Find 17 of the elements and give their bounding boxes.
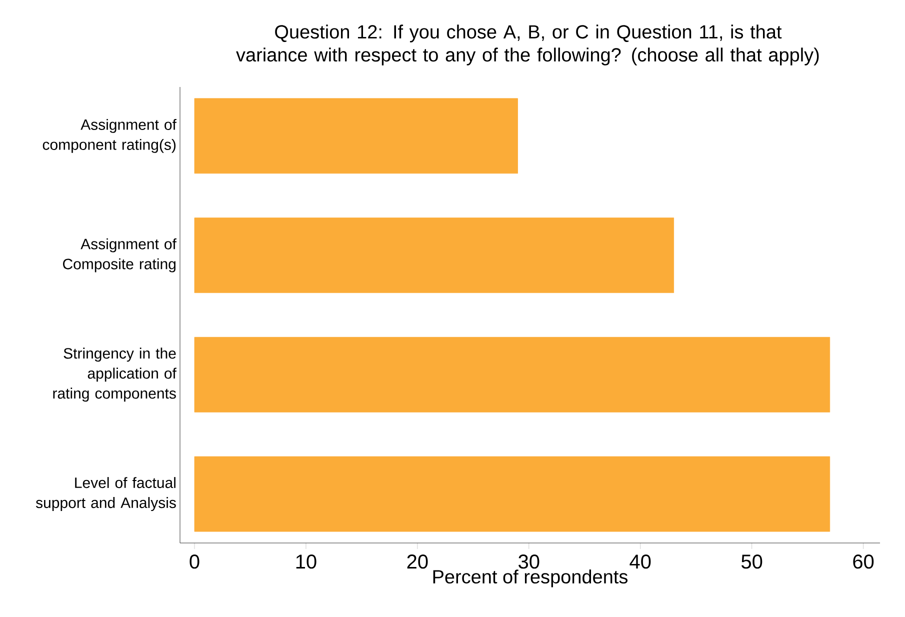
x-tick-label: 50	[741, 554, 762, 569]
y-tick-label: Assignment of component rating(s)	[42, 118, 176, 153]
y-tick-label: Assignment of Composite rating	[63, 238, 176, 272]
y-tick-label: Stringency in the application of rating components	[53, 348, 176, 402]
x-axis-title: Percent of respondents	[433, 570, 628, 588]
x-tick-label: 30	[518, 554, 540, 569]
x-tick-label: 40	[630, 554, 651, 569]
bar	[194, 456, 830, 532]
bar	[194, 98, 518, 174]
x-tick-label: 20	[407, 554, 428, 569]
chart-title: Question 12: If you chose A, B, or C in Question 11, is that variance with respect to any of the following? (choose all that apply)	[236, 24, 819, 66]
x-tick-label: 10	[296, 554, 316, 569]
y-tick-label: Level of factual support and Analysis	[36, 477, 176, 512]
bar	[194, 336, 830, 412]
bar	[194, 218, 674, 294]
x-tick-label: 60	[853, 554, 874, 569]
x-tick-label: 0	[190, 554, 200, 569]
